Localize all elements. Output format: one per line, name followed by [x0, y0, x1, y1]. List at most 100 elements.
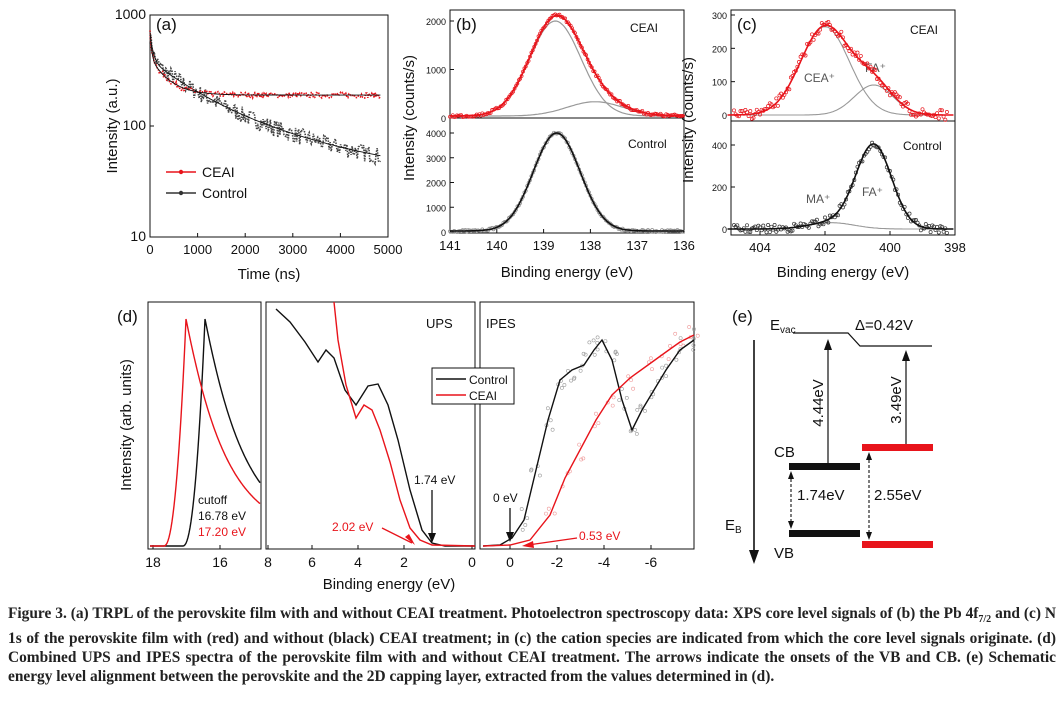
ipes-control-point [620, 386, 624, 391]
ipes-control-point [562, 383, 567, 387]
ipes-control-point [572, 376, 576, 381]
xps-c-ceai-point [751, 115, 756, 120]
ipes-control-point [638, 403, 643, 408]
xps-c-ceai-point [774, 96, 779, 101]
pa-x-ticklabel-4: 4000 [326, 242, 355, 257]
panel-c: (c) CEAI Control CEA⁺ FA⁺ MA⁺ FA⁺ 404 402… [680, 9, 966, 281]
xps-b-ceai-component-1 [450, 20, 684, 117]
ups-tag: UPS [426, 316, 453, 331]
cb-label: CB [774, 444, 795, 461]
ipes-ceai-point [695, 333, 700, 338]
left-gap-label: 4.44eV [810, 379, 827, 427]
panel-a-ylabel: Intensity (a.u.) [104, 78, 121, 173]
ipes-ceai-point [668, 343, 672, 348]
vb-control-value: 1.74 eV [414, 473, 455, 487]
ipes-control-point [638, 405, 643, 410]
xps-c-ceai-point [943, 117, 948, 122]
ipes-control-point [591, 338, 596, 343]
xps-c-control-point [743, 229, 748, 234]
legend-label-ceai-d: CEAI [469, 389, 497, 403]
pc-x-ticklabel-2: 400 [879, 240, 901, 255]
eb-label: EB [725, 517, 742, 536]
xps-c-control-point [798, 221, 803, 226]
pd-x-ticklabel-1-2: 4 [354, 554, 362, 570]
pa-y-ticklabel-2: 1000 [115, 6, 146, 22]
pb-ybot-ticklabel-3: 3000 [426, 154, 446, 164]
xps-c-ceai-point [829, 27, 834, 32]
xps-c-control-point [746, 229, 751, 234]
pd-x-ticklabel-1-1: 6 [308, 554, 316, 570]
ipes-control-point [664, 363, 669, 368]
ipes-control-point [525, 516, 530, 521]
ipes-ceai-point [678, 342, 683, 347]
ipes-control-point [643, 408, 647, 413]
ipes-control-point [612, 358, 617, 363]
bandgap-arrowhead-down-left [788, 521, 794, 529]
xps-c-ceai-point [738, 109, 743, 114]
ipes-control-point [583, 352, 588, 357]
xps-c-control-point [745, 223, 749, 228]
xps-c-control-point [764, 230, 769, 235]
xps-b-control-envelope [450, 132, 684, 232]
pd-x-ticklabel-1-3: 2 [400, 554, 408, 570]
affinity-arrowhead-perovskite [824, 339, 832, 350]
ipes-ceai-point [626, 374, 631, 379]
pb-x-ticklabel-3: 138 [580, 238, 602, 253]
legend-label-ceai: CEAI [202, 164, 235, 180]
xps-c-ceai-point [779, 91, 784, 96]
bandgap-arrowhead-up-left [788, 471, 794, 479]
xps-c-control-point [936, 230, 941, 235]
xps-c-control-point [772, 223, 777, 227]
panel-d-legend [431, 367, 515, 405]
ipes-tag: IPES [486, 316, 516, 331]
control-decay-points [149, 34, 381, 167]
xps-c-control-point [766, 223, 771, 227]
pd-x-ticklabel-0-0: 18 [145, 554, 161, 570]
xps-c-control-point [876, 145, 881, 150]
pb-x-ticklabel-0: 141 [439, 238, 461, 253]
xps-b-ceai-envelope [450, 14, 684, 117]
pd-x-ticklabel-1-0: 8 [264, 554, 272, 570]
legend-label-control: Control [202, 185, 247, 201]
panel-a-xlabel: Time (ns) [238, 266, 301, 283]
ipes-ceai-point [577, 442, 582, 447]
pb-ytop-ticklabel-0: 0 [441, 114, 446, 124]
ipes-ceai-point [596, 421, 601, 426]
pd-x-ticklabel-1-4: 0 [468, 554, 476, 570]
legend-marker-ceai [178, 169, 184, 175]
ipes-ceai-point [687, 325, 692, 329]
ipes-control-point [548, 418, 553, 423]
xps-c-control-point [748, 230, 753, 234]
ipes-control-point [617, 398, 622, 403]
pb-x-ticklabel-1: 140 [486, 238, 508, 253]
ceai-decay-fit [149, 31, 381, 96]
xps-c-control-point [767, 230, 772, 235]
ipes-ceai-point [673, 331, 678, 336]
ipes-ceai-point [579, 457, 584, 462]
panel-c-top-tag: CEAI [910, 23, 938, 37]
xps-c-ceai-point [944, 110, 949, 114]
ipes-control-curve [482, 338, 695, 547]
xps-c-ceai-point [858, 53, 863, 58]
panel-d: (d) UPS IPES 18 16 8 6 4 2 0 0 -2 -4 -6 cutoff 16.… [117, 301, 700, 593]
pc-ytop-ticklabel-0: 0 [722, 111, 727, 121]
vacuum-level-line [793, 332, 932, 347]
peak-label-cea: CEA⁺ [804, 71, 835, 85]
xps-c-ceai-point [905, 101, 910, 106]
xps-c-control-point [941, 229, 946, 234]
xps-c-control-point [826, 220, 831, 225]
panel-e-label: (e) [732, 307, 753, 326]
ipes-ceai-point [631, 386, 636, 391]
control-decay-fit [149, 34, 381, 157]
ipes-control-point [691, 343, 696, 348]
panel-b-ylabel: Intensity (counts/s) [401, 55, 418, 181]
xps-c-ceai-point [826, 20, 831, 24]
ipes-ceai-curve [482, 334, 695, 547]
figure-caption: Figure 3. (a) TRPL of the perovskite fil… [8, 604, 1056, 686]
xps-c-control-envelope [727, 143, 954, 230]
xps-c-control-point [907, 211, 912, 216]
ipes-control-point [633, 427, 637, 432]
xps-c-ceai-point [868, 64, 873, 69]
vb-bar-perovskite [789, 530, 860, 537]
